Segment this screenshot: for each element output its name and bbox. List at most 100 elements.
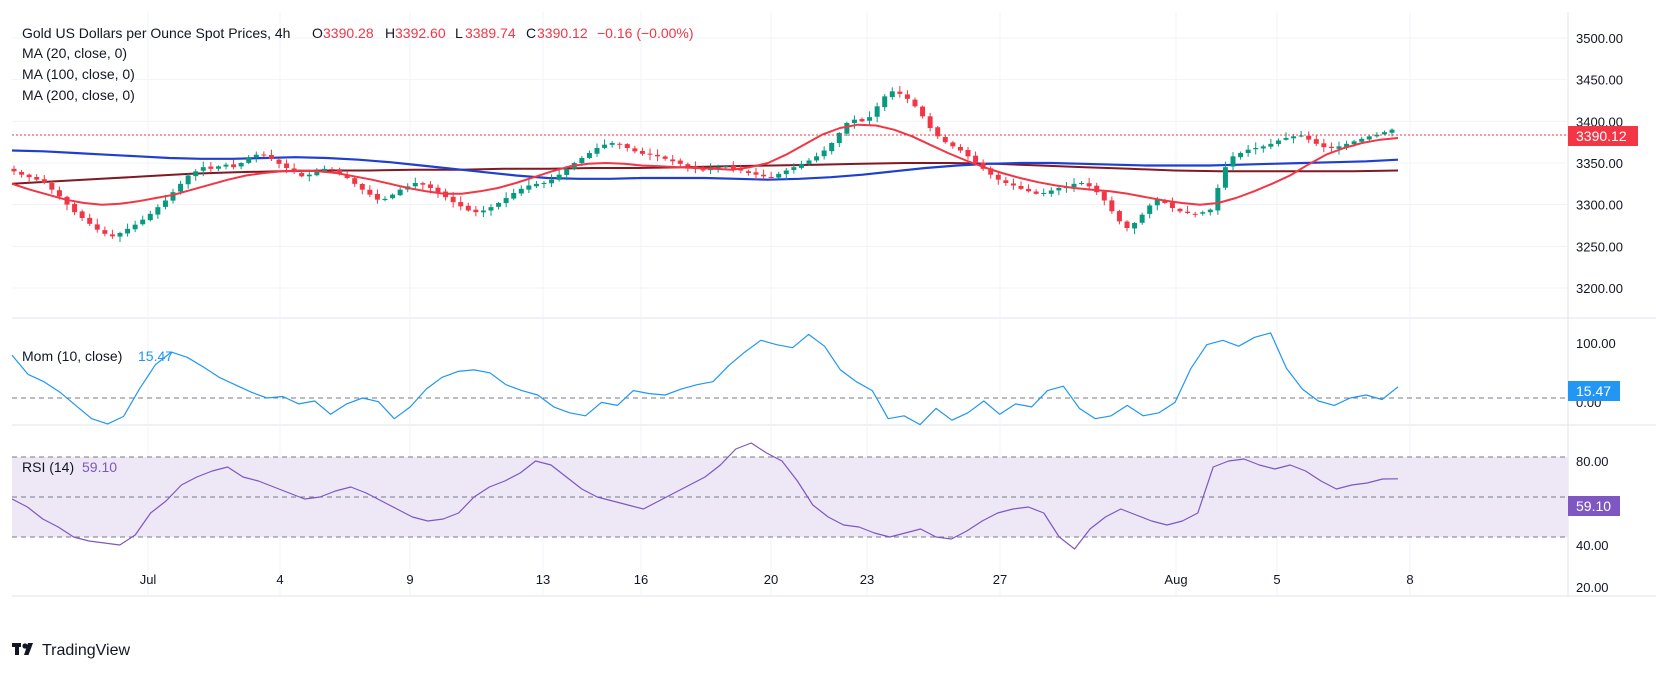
candle-body — [723, 166, 729, 168]
candle-body — [397, 189, 403, 196]
candle-body — [473, 209, 479, 213]
rsi-legend: RSI (14) 59.10 — [22, 459, 117, 475]
candle-body — [783, 170, 789, 175]
candle-body — [79, 211, 85, 218]
candle-body — [49, 183, 55, 190]
candle-body — [904, 94, 910, 99]
ma100-path — [11, 149, 1399, 181]
time-axis[interactable]: Jul 4 9 13 16 20 23 27 Aug 5 8 — [140, 572, 1414, 587]
candle-body — [1033, 191, 1039, 194]
candle-body — [1124, 221, 1130, 228]
ma20-line — [11, 123, 1399, 206]
momentum-path — [11, 332, 1399, 426]
price-pane[interactable] — [11, 86, 1569, 243]
candle-body — [374, 193, 380, 200]
candle-body — [1010, 183, 1016, 186]
candle-body — [337, 169, 343, 174]
rsi-axis[interactable]: 80.00 40.00 20.00 59.10 — [1568, 454, 1620, 595]
candle-body — [321, 168, 327, 172]
candle-body — [488, 207, 494, 211]
momentum-pane[interactable] — [11, 332, 1568, 426]
candle-body — [836, 133, 842, 144]
tradingview-icon — [12, 643, 33, 655]
ma20-legend[interactable]: MA (20, close, 0) — [22, 45, 127, 61]
candle-body — [132, 224, 138, 230]
chart-title: Gold US Dollars per Ounce Spot Prices, 4… — [22, 25, 290, 41]
candle-body — [208, 166, 214, 169]
candle-body — [1222, 167, 1228, 188]
candle-body — [579, 158, 585, 164]
candle-body — [768, 177, 774, 179]
candle-body — [1313, 139, 1319, 144]
candle-body — [1056, 188, 1062, 191]
candles — [11, 86, 1395, 243]
rsi-levels — [12, 456, 1568, 538]
momentum-axis[interactable]: 100.00 0.00 15.47 — [1568, 336, 1620, 410]
candle-body — [1079, 183, 1085, 184]
candle-body — [730, 165, 736, 169]
ma100-line — [11, 149, 1399, 181]
candle-body — [344, 174, 350, 178]
candle-body — [995, 174, 1001, 180]
candle-body — [19, 171, 25, 175]
rsi-pane[interactable] — [11, 442, 1568, 550]
candle-body — [533, 183, 539, 187]
candle-body — [511, 193, 517, 199]
high-value: 3392.60 — [395, 25, 446, 41]
candle-body — [1200, 212, 1206, 214]
candle-body — [594, 148, 600, 154]
candle-body — [147, 213, 153, 221]
candle-body — [1154, 199, 1160, 206]
candle-body — [1359, 138, 1365, 142]
last-price-tag: 3390.12 — [1568, 126, 1638, 146]
rsi-tick: 40.00 — [1576, 538, 1609, 553]
price-axis[interactable]: 3500.00 3450.00 3400.00 3350.00 3300.00 3250.… — [1576, 31, 1623, 296]
time-label: 27 — [993, 572, 1007, 587]
candle-body — [215, 166, 221, 169]
candle-body — [874, 106, 880, 117]
candle-body — [859, 119, 865, 122]
low-value: 3389.74 — [465, 25, 516, 41]
candle-body — [1003, 180, 1009, 183]
candle-body — [1132, 223, 1138, 229]
price-tick: 3400.00 — [1576, 114, 1623, 129]
candle-body — [549, 179, 555, 184]
candle-body — [268, 155, 274, 159]
candle-body — [435, 187, 441, 193]
candle-body — [503, 198, 509, 204]
candle-body — [125, 228, 131, 234]
candle-body — [299, 172, 305, 177]
candle-body — [41, 179, 47, 183]
candle-body — [1162, 200, 1168, 203]
candle-body — [329, 169, 335, 171]
candle-body — [700, 169, 706, 171]
candle-body — [1169, 202, 1175, 208]
candle-body — [761, 174, 767, 177]
candle-body — [359, 183, 365, 190]
ma100-legend[interactable]: MA (100, close, 0) — [22, 66, 135, 82]
candle-body — [1192, 213, 1198, 215]
candle-body — [942, 137, 948, 143]
candle-body — [526, 185, 532, 190]
time-label: Aug — [1164, 572, 1187, 587]
candle-body — [1026, 188, 1032, 192]
candle-body — [1018, 185, 1024, 189]
candle-body — [617, 143, 623, 145]
candle-body — [1328, 146, 1334, 148]
tradingview-logo[interactable]: TradingView — [12, 642, 130, 659]
change-value: −0.16 (−0.00%) — [597, 25, 694, 41]
momentum-value: 15.47 — [138, 348, 173, 364]
time-label: 5 — [1273, 572, 1280, 587]
candle-body — [844, 123, 850, 134]
candle-body — [200, 167, 206, 171]
candle-body — [1253, 148, 1259, 150]
candle-body — [1275, 140, 1281, 145]
candle-body — [1116, 211, 1122, 222]
candle-body — [26, 174, 32, 178]
tradingview-name: TradingView — [42, 642, 130, 659]
rsi-label: RSI (14) — [22, 459, 74, 475]
ma200-legend[interactable]: MA (200, close, 0) — [22, 87, 135, 103]
candle-body — [276, 159, 282, 164]
